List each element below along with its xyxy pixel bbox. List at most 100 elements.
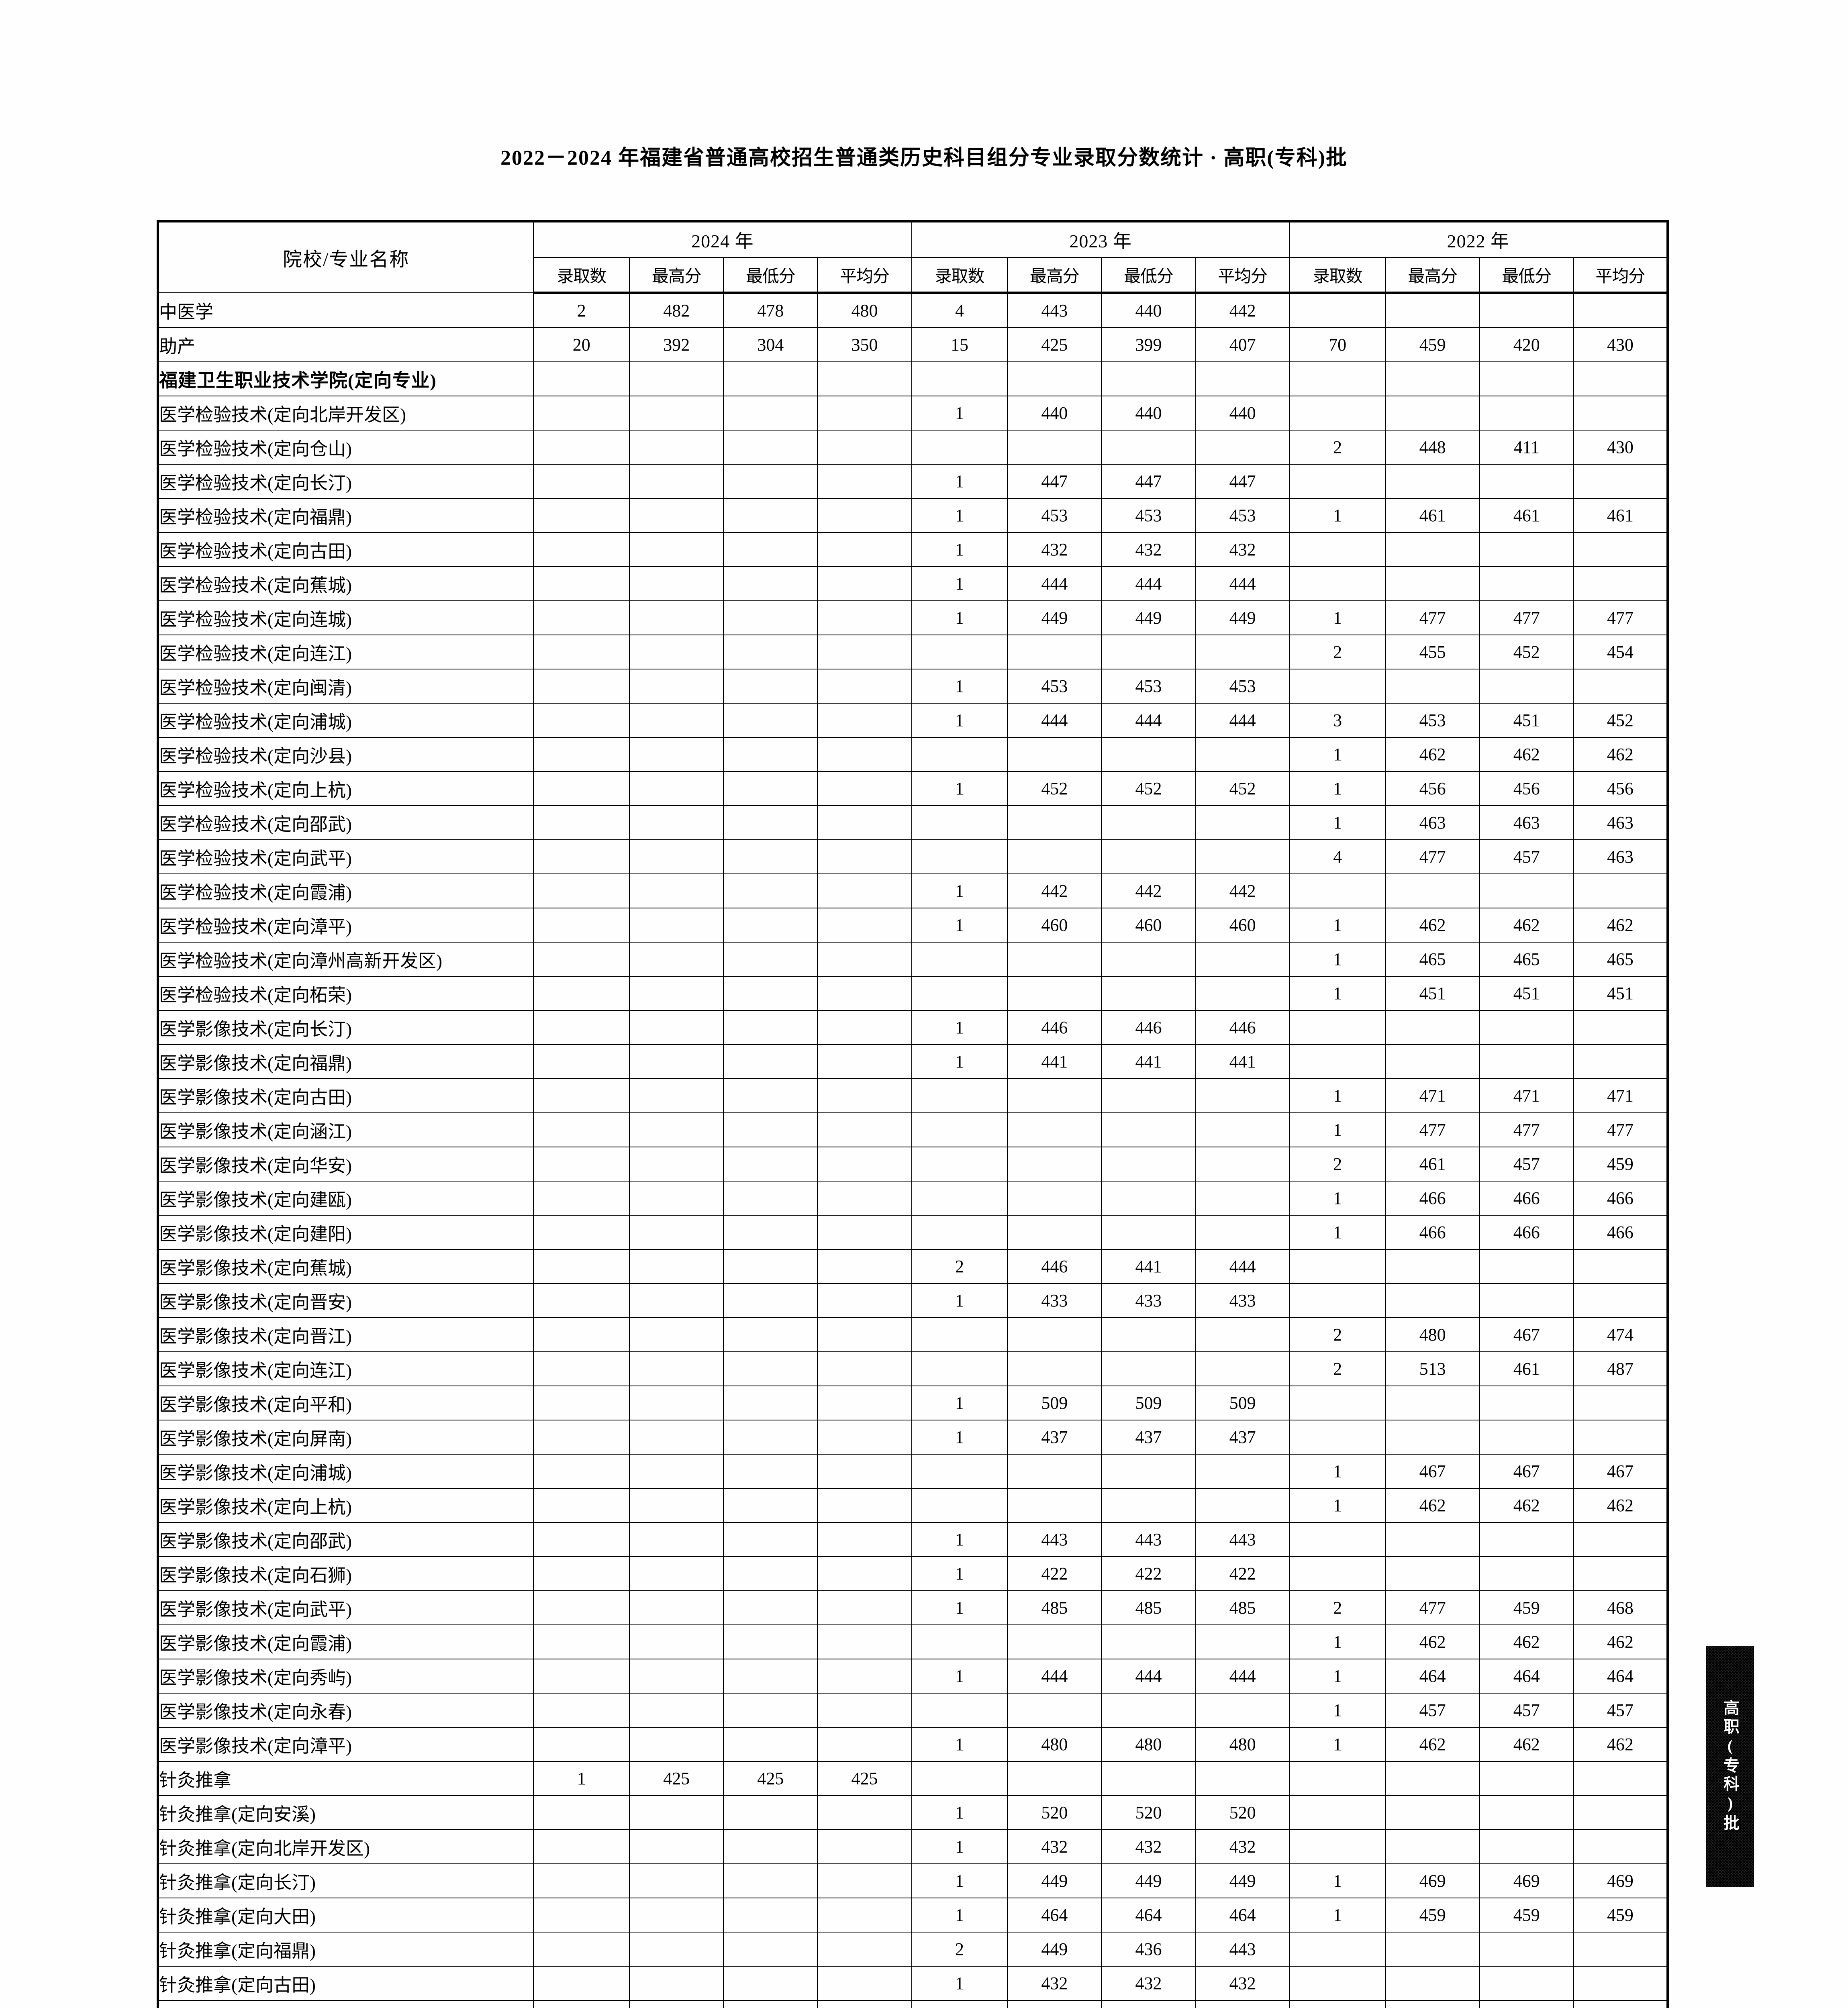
cell-2023-avg (1195, 430, 1290, 465)
cell-2024-min (723, 1863, 818, 1898)
cell-2022-max (1385, 1829, 1480, 1864)
cell-2023-max (1007, 1454, 1102, 1489)
cell-2024-max (629, 976, 724, 1011)
cell-2022-min: 452 (1479, 635, 1574, 669)
cell-2023-max: 447 (1007, 464, 1102, 499)
cell-2023-avg: 407 (1195, 327, 1290, 362)
cell-2022-max (1385, 1795, 1480, 1830)
cell-2023-min: 432 (1101, 1829, 1196, 1864)
cell-2023-count: 2 (911, 1932, 1008, 1967)
cell-2024-max (629, 1351, 724, 1386)
table-row: 医学检验技术(定向漳平) 1 460 460 460 1 462 462 462 (157, 908, 1668, 943)
cell-2022-min (1479, 669, 1574, 704)
cell-2023-max: 453 (1007, 498, 1102, 533)
cell-2024-max (629, 669, 724, 704)
cell-2023-count: 4 (911, 292, 1008, 328)
cell-2022-max (1385, 1761, 1480, 1796)
table-row: 医学检验技术(定向古田) 1 432 432 432 (157, 532, 1668, 567)
subheader-2023-min: 最低分 (1101, 257, 1196, 294)
cell-2024-max (629, 1898, 724, 1932)
cell-2022-min (1479, 1283, 1574, 1318)
cell-2024-max (629, 703, 724, 738)
section-side-tab: 高职(专科)批 (1706, 1646, 1754, 1887)
cell-2024-avg (817, 1932, 912, 1967)
cell-2023-max: 441 (1007, 1044, 1102, 1079)
table-row: 针灸推拿(定向福鼎) 2 449 436 443 (157, 1932, 1668, 1967)
cell-2022-avg (1573, 1556, 1668, 1591)
cell-2024-avg (817, 976, 912, 1011)
cell-2022-min: 456 (1479, 771, 1574, 806)
cell-2023-avg: 433 (1195, 1283, 1290, 1318)
cell-2023-min (1101, 1215, 1196, 1250)
cell-2022-avg (1573, 1420, 1668, 1455)
cell-2022-avg (1573, 1386, 1668, 1420)
cell-2023-max (1007, 1351, 1102, 1386)
cell-2023-min: 480 (1101, 1727, 1196, 1762)
cell-2023-max: 464 (1007, 1898, 1102, 1932)
empty-cell (1289, 361, 1386, 396)
cell-2024-count (533, 2000, 630, 2008)
cell-2022-count: 1 (1289, 737, 1386, 772)
cell-2023-avg (1195, 1351, 1290, 1386)
cell-2024-count: 2 (533, 292, 630, 328)
subheader-2024-count: 录取数 (533, 257, 630, 294)
cell-2024-min (723, 771, 818, 806)
cell-2024-count (533, 1078, 630, 1113)
cell-2022-min: 457 (1479, 1693, 1574, 1728)
cell-2023-avg: 480 (1195, 1727, 1290, 1762)
cell-2023-count (911, 1624, 1008, 1659)
cell-2022-min (1479, 1795, 1574, 1830)
cell-2022-max: 462 (1385, 737, 1480, 772)
cell-2024-count (533, 1863, 630, 1898)
cell-2022-min (1479, 1522, 1574, 1557)
cell-2022-min (1479, 464, 1574, 499)
cell-2023-count: 1 (911, 1283, 1008, 1318)
major-name: 医学检验技术(定向漳州高新开发区) (157, 942, 534, 977)
cell-2024-max (629, 1829, 724, 1864)
cell-2022-count (1289, 532, 1386, 567)
cell-2022-avg: 468 (1573, 1590, 1668, 1625)
cell-2022-avg (1573, 396, 1668, 431)
cell-2023-avg (1195, 1317, 1290, 1352)
cell-2022-max: 462 (1385, 908, 1480, 943)
cell-2022-max (1385, 1386, 1480, 1420)
cell-2024-min (723, 976, 818, 1011)
cell-2024-min: 425 (723, 1761, 818, 1796)
cell-2022-count: 1 (1289, 1454, 1386, 1489)
cell-2022-max (1385, 1556, 1480, 1591)
cell-2022-count: 1 (1289, 1181, 1386, 1216)
cell-2022-count: 70 (1289, 327, 1386, 362)
cell-2023-min (1101, 737, 1196, 772)
major-name: 医学检验技术(定向蕉城) (157, 566, 534, 601)
cell-2024-min: 478 (723, 292, 818, 328)
cell-2024-max: 482 (629, 292, 724, 328)
cell-2022-avg (1573, 532, 1668, 567)
cell-2023-count (911, 1488, 1008, 1523)
cell-2023-min (1101, 805, 1196, 840)
cell-2022-max: 448 (1385, 430, 1480, 465)
cell-2022-min: 462 (1479, 1488, 1574, 1523)
major-name: 医学影像技术(定向建阳) (157, 1215, 534, 1250)
cell-2022-min: 462 (1479, 908, 1574, 943)
cell-2024-min (723, 1727, 818, 1762)
cell-2024-max (629, 1624, 724, 1659)
table-row: 医学检验技术(定向沙县) 1 462 462 462 (157, 737, 1668, 772)
cell-2024-count (533, 1010, 630, 1045)
cell-2023-max: 443 (1007, 292, 1102, 328)
cell-2024-max (629, 1659, 724, 1694)
cell-2023-count (911, 1112, 1008, 1147)
cell-2022-min (1479, 1829, 1574, 1864)
cell-2024-avg (817, 1010, 912, 1045)
cell-2024-max (629, 600, 724, 635)
cell-2023-min: 520 (1101, 1795, 1196, 1830)
cell-2022-max: 451 (1385, 976, 1480, 1011)
cell-2022-max: 461 (1385, 1147, 1480, 1182)
cell-2024-count (533, 1386, 630, 1420)
cell-2024-min (723, 1624, 818, 1659)
cell-2024-max (629, 908, 724, 943)
cell-2023-max: 449 (1007, 1932, 1102, 1967)
cell-2022-max: 471 (1385, 1078, 1480, 1113)
cell-2023-min: 509 (1101, 1386, 1196, 1420)
score-table-container: 院校/专业名称 2024 年 2023 年 2022 年 录取数 最高分 最低分… (157, 220, 1669, 2008)
subheader-2022-max: 最高分 (1385, 257, 1480, 294)
